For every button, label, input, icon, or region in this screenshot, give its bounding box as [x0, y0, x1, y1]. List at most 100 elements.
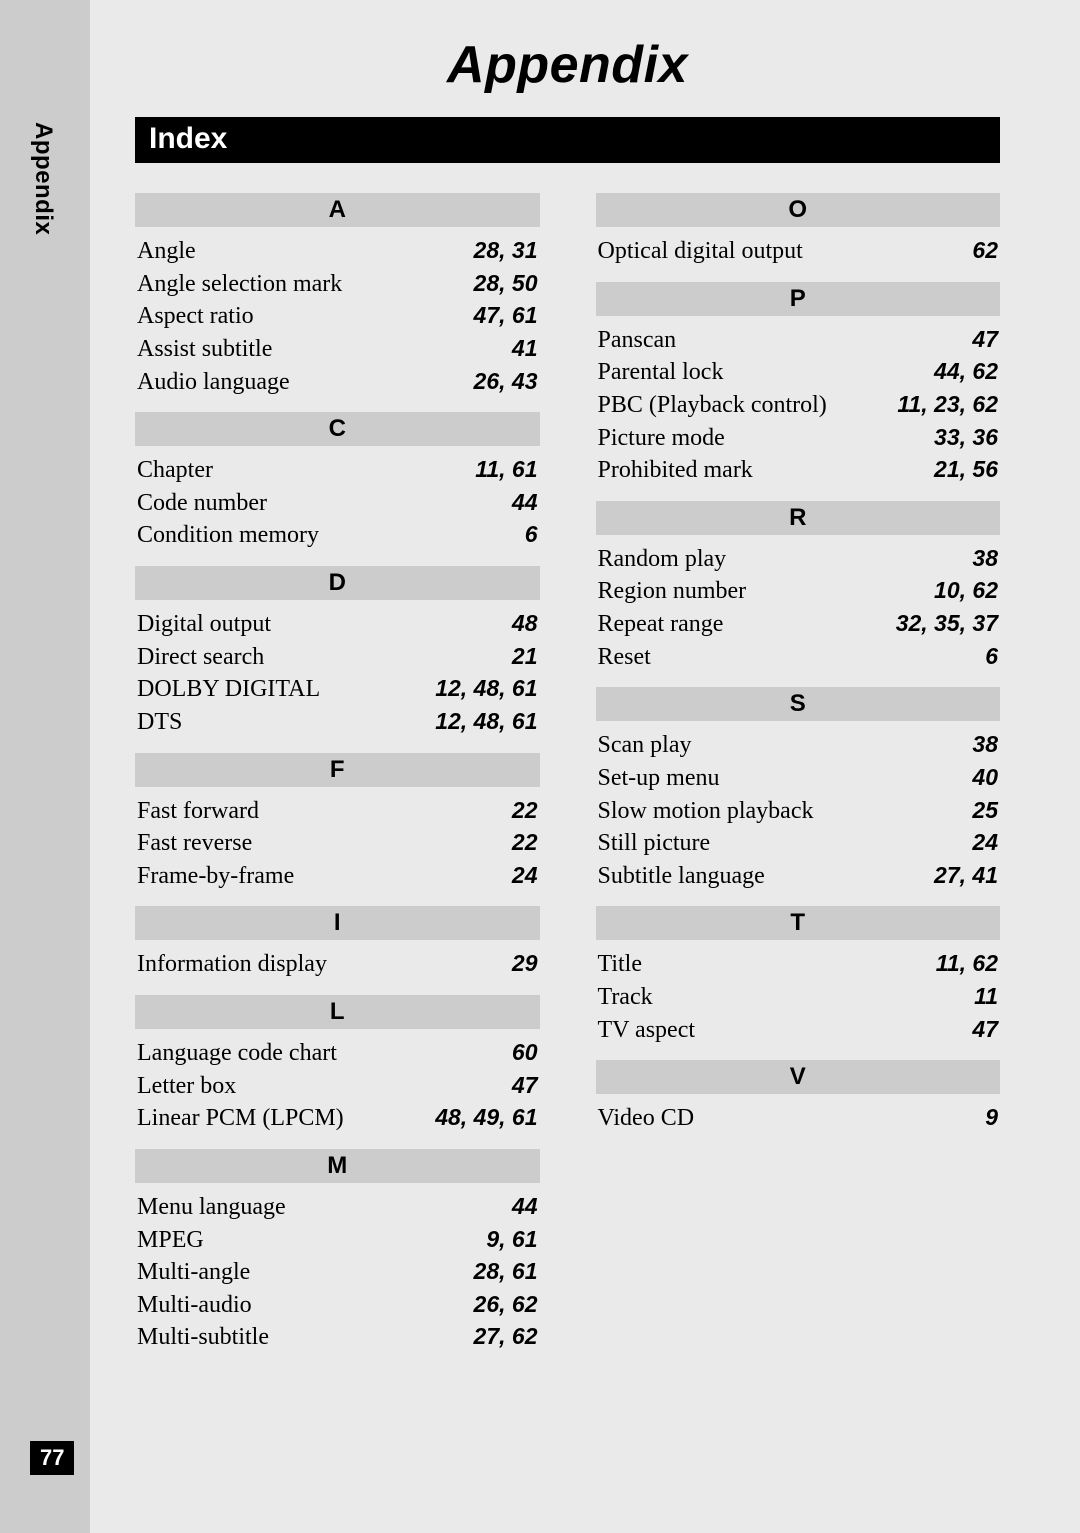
index-term: Parental lock — [598, 356, 724, 389]
letter-heading: C — [135, 412, 540, 446]
index-term: DTS — [137, 706, 182, 739]
index-pages: 11, 62 — [928, 948, 998, 979]
index-term: Menu language — [137, 1191, 286, 1224]
index-term: Fast reverse — [137, 827, 252, 860]
index-pages: 44 — [504, 1191, 538, 1222]
index-pages: 33, 36 — [926, 422, 998, 453]
index-entry: Random play 38 — [596, 543, 1001, 576]
index-entry: Multi-angle 28, 61 — [135, 1256, 540, 1289]
index-pages: 38 — [964, 729, 998, 760]
index-entry: Chapter11, 61 — [135, 454, 540, 487]
index-entry: Optical digital output62 — [596, 235, 1001, 268]
index-entry: Code number44 — [135, 487, 540, 520]
index-entry: Frame-by-frame24 — [135, 860, 540, 893]
index-entry: Assist subtitle41 — [135, 333, 540, 366]
index-term: Scan play — [598, 729, 692, 762]
index-pages: 60 — [504, 1037, 538, 1068]
letter-heading: L — [135, 995, 540, 1029]
index-entry: Digital output48 — [135, 608, 540, 641]
index-pages: 44 — [504, 487, 538, 518]
index-entry: Menu language 44 — [135, 1191, 540, 1224]
index-pages: 27, 62 — [466, 1321, 538, 1352]
index-entry: Reset6 — [596, 641, 1001, 674]
index-pages: 48 — [504, 608, 538, 639]
index-entry: Angle28, 31 — [135, 235, 540, 268]
index-pages: 11 — [966, 981, 998, 1012]
index-entry: Linear PCM (LPCM)48, 49, 61 — [135, 1102, 540, 1135]
index-pages: 40 — [964, 762, 998, 793]
index-entry: Multi-audio26, 62 — [135, 1289, 540, 1322]
index-pages: 6 — [517, 519, 538, 550]
index-term: Frame-by-frame — [137, 860, 294, 893]
index-columns: AAngle28, 31Angle selection mark28, 50As… — [135, 193, 1000, 1354]
index-entry: TV aspect47 — [596, 1014, 1001, 1047]
index-term: Linear PCM (LPCM) — [137, 1102, 344, 1135]
index-entry: Aspect ratio 47, 61 — [135, 300, 540, 333]
index-pages: 32, 35, 37 — [888, 608, 998, 639]
index-term: Language code chart — [137, 1037, 337, 1070]
letter-heading: P — [596, 282, 1001, 316]
index-term: Letter box — [137, 1070, 236, 1103]
index-bar: Index — [135, 117, 1000, 163]
sidebar: Appendix 77 — [0, 0, 90, 1533]
index-pages: 12, 48, 61 — [427, 706, 537, 737]
letter-heading: V — [596, 1060, 1001, 1094]
index-pages: 22 — [504, 795, 538, 826]
index-term: Chapter — [137, 454, 213, 487]
index-term: PBC (Playback control) — [598, 389, 827, 422]
index-pages: 47, 61 — [466, 300, 538, 331]
page: Appendix Index A Angle28, 31Angle selecti… — [90, 0, 1080, 1533]
letter-heading: D — [135, 566, 540, 600]
index-term: Direct search — [137, 641, 264, 674]
index-entry: Direct search 21 — [135, 641, 540, 674]
index-entry: DTS 12, 48, 61 — [135, 706, 540, 739]
index-pages: 11, 23, 62 — [889, 389, 998, 420]
index-entry: Subtitle language 27, 41 — [596, 860, 1001, 893]
index-entry: PBC (Playback control) 11, 23, 62 — [596, 389, 1001, 422]
index-pages: 9, 61 — [478, 1224, 537, 1255]
index-entry: Prohibited mark21, 56 — [596, 454, 1001, 487]
index-entry: Fast reverse 22 — [135, 827, 540, 860]
index-entry: Region number10, 62 — [596, 575, 1001, 608]
letter-heading: T — [596, 906, 1001, 940]
index-pages: 12, 48, 61 — [427, 673, 537, 704]
index-term: Angle — [137, 235, 196, 268]
index-term: DOLBY DIGITAL — [137, 673, 320, 706]
index-pages: 38 — [964, 543, 998, 574]
index-term: Subtitle language — [598, 860, 765, 893]
index-pages: 27, 41 — [926, 860, 998, 891]
index-pages: 47 — [964, 324, 998, 355]
page-title: Appendix — [135, 35, 1000, 95]
index-term: MPEG — [137, 1224, 204, 1257]
index-entry: Parental lock44, 62 — [596, 356, 1001, 389]
index-pages: 29 — [504, 948, 538, 979]
index-entry: Set-up menu 40 — [596, 762, 1001, 795]
index-entry: Repeat range 32, 35, 37 — [596, 608, 1001, 641]
index-term: Repeat range — [598, 608, 724, 641]
index-term: Angle selection mark — [137, 268, 342, 301]
index-term: Audio language — [137, 366, 290, 399]
index-term: Set-up menu — [598, 762, 720, 795]
index-entry: Audio language 26, 43 — [135, 366, 540, 399]
index-pages: 28, 50 — [466, 268, 538, 299]
index-pages: 41 — [504, 333, 538, 364]
index-term: Prohibited mark — [598, 454, 753, 487]
index-term: Information display — [137, 948, 327, 981]
index-entry: Information display 29 — [135, 948, 540, 981]
letter-heading: F — [135, 753, 540, 787]
index-term: Random play — [598, 543, 727, 576]
index-pages: 25 — [964, 795, 998, 826]
index-term: Aspect ratio — [137, 300, 254, 333]
index-pages: 22 — [504, 827, 538, 858]
letter-heading: A — [135, 193, 540, 227]
index-term: Still picture — [598, 827, 711, 860]
index-pages: 28, 61 — [466, 1256, 538, 1287]
index-entry: Panscan47 — [596, 324, 1001, 357]
index-pages: 26, 43 — [466, 366, 538, 397]
index-pages: 21 — [504, 641, 538, 672]
index-pages: 6 — [977, 641, 998, 672]
page-number: 77 — [30, 1441, 74, 1475]
index-term: Multi-angle — [137, 1256, 250, 1289]
sidebar-label: Appendix — [29, 122, 57, 235]
index-pages: 26, 62 — [466, 1289, 538, 1320]
